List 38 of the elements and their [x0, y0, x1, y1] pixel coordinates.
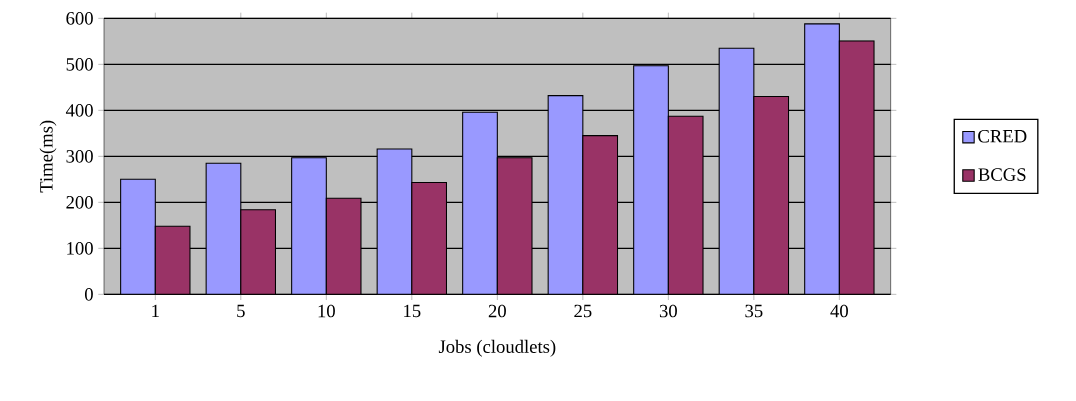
x-tick-label: 15: [404, 304, 421, 318]
y-tick-label: 500: [66, 58, 93, 71]
bar: [547, 95, 584, 295]
bar: [462, 111, 498, 295]
x-tick-label: 5: [237, 304, 245, 318]
bar: [718, 47, 755, 295]
bar: [325, 197, 362, 295]
bar: [838, 40, 875, 295]
x-tick-label: 40: [830, 304, 848, 318]
bar: [240, 209, 277, 295]
y-tick-label: 600: [66, 12, 93, 25]
bar: [633, 65, 669, 295]
bar: [120, 178, 156, 295]
bar: [753, 96, 790, 295]
bar: [376, 148, 413, 295]
bar: [154, 225, 191, 295]
x-tick-label: 20: [488, 304, 506, 318]
y-tick-label: 100: [67, 242, 93, 255]
y-tick-label: 400: [65, 104, 93, 117]
x-tick-label: 35: [745, 304, 763, 318]
x-tick-label: 25: [574, 304, 592, 318]
bar: [804, 23, 840, 295]
legend-label: CRED: [978, 129, 1027, 143]
x-tick-label: 30: [659, 304, 677, 318]
x-axis-title: Jobs (cloudlets): [438, 339, 556, 357]
y-tick-label: 300: [66, 150, 93, 163]
bar: [667, 115, 704, 295]
y-axis-title: Time(ms): [39, 120, 57, 193]
bar: [291, 157, 327, 295]
legend-label: BCGS: [978, 168, 1026, 181]
x-tick-label: 10: [318, 304, 335, 318]
y-tick-label: 0: [84, 288, 93, 301]
bar: [411, 182, 448, 295]
bar: [496, 157, 533, 295]
x-tick-label: 1: [152, 304, 159, 318]
bar: [205, 162, 242, 295]
bar: [582, 135, 619, 295]
y-tick-label: 200: [66, 196, 93, 209]
